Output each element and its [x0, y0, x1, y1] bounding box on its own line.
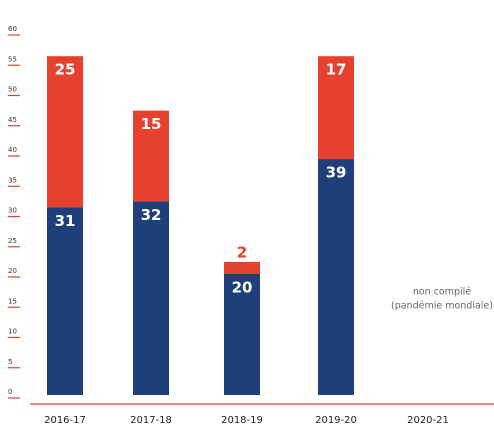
bar-segment — [224, 274, 260, 395]
bar-segment — [318, 56, 354, 160]
value-label: 17 — [326, 61, 347, 79]
y-tick-label: 40 — [8, 146, 17, 154]
value-label: 25 — [55, 61, 76, 79]
x-tick-label: 2016-17 — [44, 415, 86, 426]
x-tick-label: 2019-20 — [315, 415, 357, 426]
value-label: 31 — [55, 212, 76, 230]
y-tick-label: 30 — [8, 207, 17, 215]
bar-segment — [224, 261, 260, 274]
y-tick-label: 55 — [8, 55, 17, 63]
value-label: 39 — [326, 164, 347, 182]
bar-segment — [47, 207, 83, 395]
x-tick-label: 2018-19 — [221, 415, 263, 426]
value-label: 2 — [237, 243, 247, 261]
y-tick-label: 15 — [8, 297, 17, 305]
bar-segment — [318, 159, 354, 395]
y-tick-label: 10 — [8, 328, 17, 336]
y-tick-label: 0 — [8, 388, 12, 396]
y-tick-label: 60 — [8, 25, 17, 33]
y-tick-label: 20 — [8, 267, 17, 275]
value-label: 20 — [232, 279, 253, 297]
y-tick-label: 5 — [8, 358, 12, 366]
y-tick-label: 45 — [8, 116, 17, 124]
annotation: (pandémie mondiale) — [391, 301, 493, 312]
bar-segment — [133, 201, 169, 395]
value-label: 15 — [141, 115, 162, 133]
bar-segment — [47, 56, 83, 208]
value-label: 32 — [141, 206, 162, 224]
y-tick-label: 25 — [8, 237, 17, 245]
x-tick-label: 2017-18 — [130, 415, 172, 426]
annotation: non compilé — [413, 287, 471, 298]
y-tick-label: 50 — [8, 86, 17, 94]
y-tick-label: 35 — [8, 176, 17, 184]
bar-segment — [133, 110, 169, 202]
x-tick-label: 2020-21 — [407, 415, 449, 426]
